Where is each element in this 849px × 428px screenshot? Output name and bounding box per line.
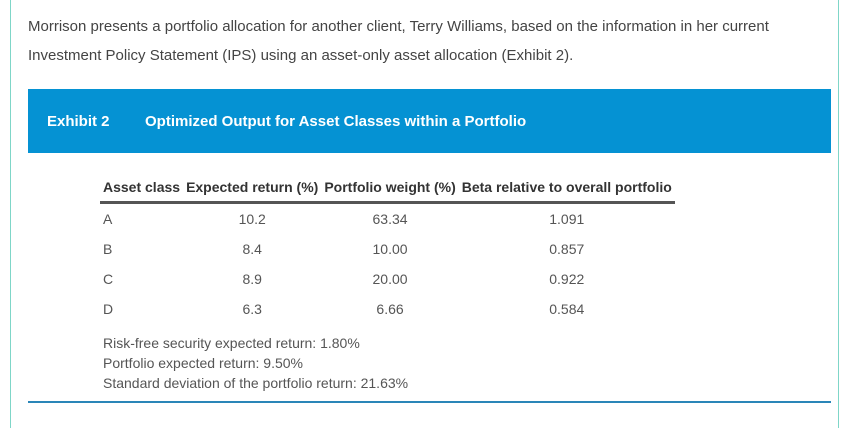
cell-asset-class: A <box>103 211 113 227</box>
cell-asset-class: D <box>103 301 114 317</box>
note-portfolio-return: Portfolio expected return: 9.50% <box>103 355 304 371</box>
cell-beta: 0.857 <box>549 241 585 257</box>
cell-asset-class: C <box>103 271 114 287</box>
asset-class-table: Asset class Expected return (%) Portfoli… <box>100 176 675 324</box>
exhibit-bottom-rule <box>28 401 831 403</box>
exhibit-number: Exhibit 2 <box>47 112 110 130</box>
cell-beta: 0.584 <box>549 301 585 317</box>
cell-expected-return: 8.9 <box>242 271 262 287</box>
cell-portfolio-weight: 10.00 <box>372 241 408 257</box>
cell-expected-return: 10.2 <box>238 211 266 227</box>
header-beta: Beta relative to overall portfolio <box>458 176 675 204</box>
exhibit-notes: Risk-free security expected return: 1.80… <box>103 333 408 393</box>
exhibit-title: Optimized Output for Asset Classes withi… <box>145 112 527 130</box>
cell-portfolio-weight: 63.34 <box>372 211 408 227</box>
intro-paragraph: Morrison presents a portfolio allocation… <box>28 18 769 64</box>
header-portfolio-weight: Portfolio weight (%) <box>321 176 459 204</box>
cell-expected-return: 6.3 <box>242 301 262 317</box>
cell-asset-class: B <box>103 241 113 257</box>
cell-portfolio-weight: 20.00 <box>372 271 408 287</box>
table-row: D 6.3 6.66 0.584 <box>100 294 675 324</box>
note-standard-deviation: Standard deviation of the portfolio retu… <box>103 375 409 391</box>
table-row: A 10.2 63.34 1.091 <box>100 203 675 235</box>
table-row: B 8.4 10.00 0.857 <box>100 234 675 264</box>
note-risk-free-return: Risk-free security expected return: 1.80… <box>103 335 360 351</box>
cell-expected-return: 8.4 <box>242 241 262 257</box>
cell-portfolio-weight: 6.66 <box>376 301 404 317</box>
content-frame <box>10 0 839 428</box>
cell-beta: 0.922 <box>549 271 585 287</box>
exhibit-banner: Exhibit 2 Optimized Output for Asset Cla… <box>28 89 831 153</box>
cell-beta: 1.091 <box>549 211 585 227</box>
header-asset-class: Asset class <box>100 176 184 204</box>
header-expected-return: Expected return (%) <box>183 176 322 204</box>
table-row: C 8.9 20.00 0.922 <box>100 264 675 294</box>
table-header-row: Asset class Expected return (%) Portfoli… <box>100 176 675 204</box>
